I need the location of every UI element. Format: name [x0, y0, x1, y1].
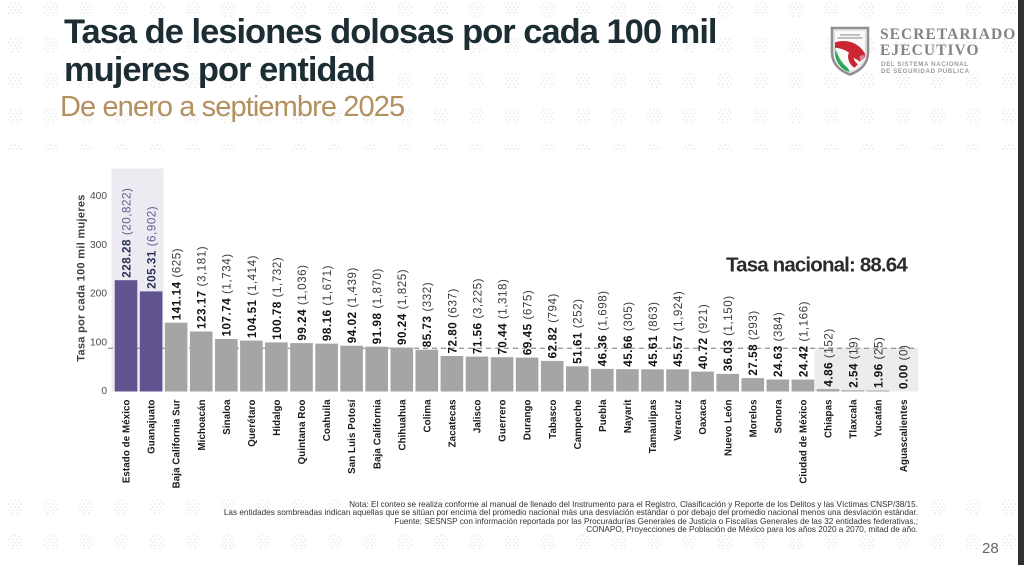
svg-text:Tabasco: Tabasco: [548, 399, 559, 438]
svg-text:36.03 (1,150): 36.03 (1,150): [722, 295, 735, 371]
svg-text:45.61 (863): 45.61 (863): [647, 301, 660, 366]
svg-text:40.72 (921): 40.72 (921): [697, 304, 710, 369]
svg-text:Tlaxcala: Tlaxcala: [849, 399, 860, 439]
svg-text:Tasa nacional: 88.64: Tasa nacional: 88.64: [726, 253, 908, 276]
svg-text:Nayarit: Nayarit: [623, 399, 634, 433]
svg-text:62.82 (794): 62.82 (794): [547, 293, 560, 358]
svg-text:Quintana Roo: Quintana Roo: [297, 399, 308, 464]
svg-text:72.80 (637): 72.80 (637): [446, 288, 459, 353]
svg-text:Yucatán: Yucatán: [874, 399, 885, 437]
svg-text:300: 300: [90, 240, 107, 251]
svg-text:45.66 (305): 45.66 (305): [622, 301, 635, 366]
svg-text:Tasa por cada 100 mil mujeres: Tasa por cada 100 mil mujeres: [76, 194, 88, 361]
svg-text:98.16 (1,671): 98.16 (1,671): [321, 265, 334, 341]
svg-text:Chiapas: Chiapas: [824, 399, 835, 438]
svg-text:Hidalgo: Hidalgo: [272, 399, 283, 435]
svg-text:Ciudad de México: Ciudad de México: [799, 399, 810, 483]
svg-text:2.54 (19): 2.54 (19): [847, 336, 860, 387]
svg-text:85.73 (332): 85.73 (332): [421, 282, 434, 347]
svg-text:27.58 (293): 27.58 (293): [747, 310, 760, 375]
svg-text:141.14 (625): 141.14 (625): [171, 248, 184, 320]
svg-text:Durango: Durango: [523, 399, 534, 440]
svg-text:24.63 (384): 24.63 (384): [772, 312, 785, 377]
svg-text:Estado de México: Estado de México: [122, 399, 133, 483]
svg-text:Chihuahua: Chihuahua: [397, 399, 408, 451]
svg-text:94.02 (1,439): 94.02 (1,439): [346, 267, 359, 343]
svg-text:99.24 (1,036): 99.24 (1,036): [296, 264, 309, 340]
svg-text:Zacatecas: Zacatecas: [448, 399, 459, 447]
svg-text:Colima: Colima: [422, 399, 433, 433]
svg-text:Guerrero: Guerrero: [498, 399, 509, 441]
svg-text:123.17 (3,181): 123.17 (3,181): [196, 246, 209, 329]
svg-text:Coahuila: Coahuila: [322, 399, 333, 441]
svg-text:Oaxaca: Oaxaca: [698, 399, 709, 435]
svg-text:Campeche: Campeche: [573, 399, 584, 449]
svg-text:100: 100: [90, 337, 107, 348]
svg-text:0.00 (0): 0.00 (0): [898, 345, 911, 389]
svg-text:400: 400: [90, 191, 107, 202]
svg-text:90.24 (1,825): 90.24 (1,825): [396, 269, 409, 345]
svg-text:Nuevo León: Nuevo León: [723, 399, 734, 456]
svg-text:Sonora: Sonora: [773, 399, 784, 434]
svg-text:0: 0: [101, 386, 107, 397]
svg-text:Guanajuato: Guanajuato: [147, 399, 158, 454]
svg-text:100.78 (1,732): 100.78 (1,732): [271, 257, 284, 340]
svg-text:Sinaloa: Sinaloa: [222, 399, 233, 435]
svg-text:Veracruz: Veracruz: [673, 399, 684, 440]
svg-text:Jalisco: Jalisco: [473, 399, 484, 433]
svg-text:Tamaulipas: Tamaulipas: [648, 399, 659, 453]
svg-text:Puebla: Puebla: [598, 399, 609, 432]
svg-text:51.61 (252): 51.61 (252): [572, 298, 585, 363]
svg-text:46.36 (1,698): 46.36 (1,698): [597, 290, 610, 366]
svg-text:71.56 (3,225): 71.56 (3,225): [471, 278, 484, 354]
svg-text:200: 200: [90, 289, 107, 300]
svg-text:4.86 (152): 4.86 (152): [822, 328, 835, 386]
svg-text:Michoacán: Michoacán: [197, 399, 208, 450]
svg-text:70.44 (1,318): 70.44 (1,318): [496, 279, 509, 355]
svg-text:Baja California Sur: Baja California Sur: [172, 399, 183, 488]
svg-text:205.31 (6,902): 205.31 (6,902): [146, 206, 159, 289]
svg-text:107.74 (1,734): 107.74 (1,734): [221, 253, 234, 336]
svg-text:45.57 (1,924): 45.57 (1,924): [672, 291, 685, 367]
svg-text:24.42 (1,166): 24.42 (1,166): [797, 301, 810, 377]
svg-text:69.45 (675): 69.45 (675): [522, 290, 535, 355]
svg-text:Baja California: Baja California: [372, 399, 383, 469]
svg-text:228.28 (20,822): 228.28 (20,822): [120, 188, 133, 278]
svg-text:1.96 (25): 1.96 (25): [873, 337, 886, 388]
svg-text:104.51 (1,414): 104.51 (1,414): [246, 255, 259, 338]
svg-text:91.98 (1,870): 91.98 (1,870): [371, 268, 384, 344]
svg-text:San Luis Potosí: San Luis Potosí: [347, 399, 358, 474]
svg-text:Querétaro: Querétaro: [247, 399, 258, 446]
svg-text:Morelos: Morelos: [748, 399, 759, 437]
svg-text:Aguascalientes: Aguascalientes: [899, 399, 910, 472]
